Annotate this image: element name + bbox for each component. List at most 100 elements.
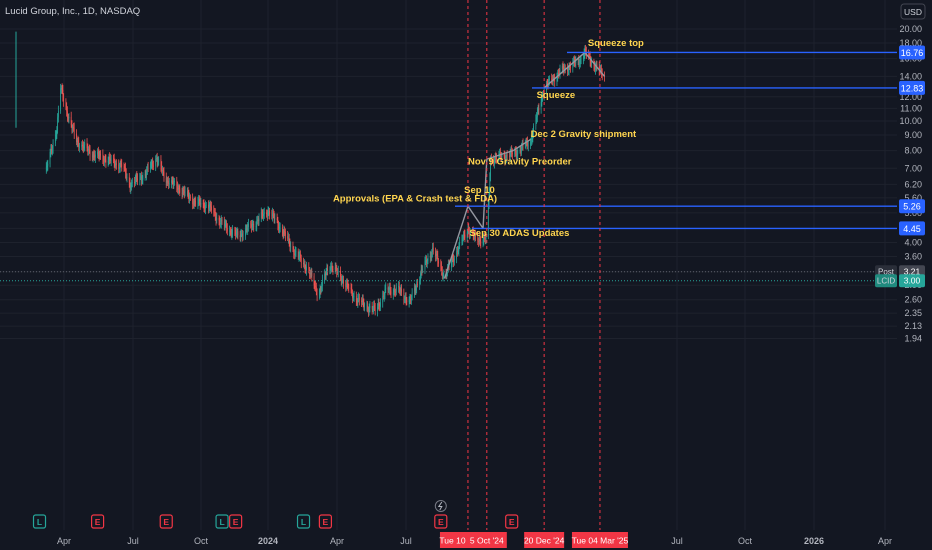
candle-body	[214, 211, 216, 218]
flash-event-icon[interactable]	[434, 500, 447, 512]
candle-body	[223, 221, 225, 226]
candle-body	[387, 287, 389, 290]
candle-body	[255, 226, 257, 228]
candle-body	[279, 227, 280, 229]
candle-body	[389, 287, 391, 291]
level-price-label-bg	[899, 45, 925, 60]
candle-body	[189, 197, 190, 199]
candle-body	[590, 61, 592, 64]
candle-body	[579, 59, 581, 64]
trend-line[interactable]	[512, 138, 531, 152]
candle-body	[385, 287, 387, 290]
trend-line[interactable]	[443, 205, 469, 279]
candle-body	[472, 231, 474, 236]
candle-body	[527, 141, 528, 146]
candle-body	[309, 273, 311, 275]
candle-body	[315, 286, 317, 292]
candle-body	[278, 224, 279, 229]
candle-body	[579, 63, 580, 65]
candle-body	[474, 234, 476, 237]
earnings-badge[interactable]	[318, 514, 332, 529]
candle-body	[499, 152, 500, 155]
candle-body	[167, 180, 169, 182]
candle-body	[422, 268, 424, 271]
candle-body	[130, 187, 132, 189]
dividend-badge[interactable]	[296, 514, 311, 529]
annotations: Squeeze top Squeeze Dec 2 Gravity shipment…	[333, 38, 644, 239]
earnings-badge[interactable]	[159, 514, 173, 529]
candle-body	[284, 230, 286, 232]
candle-body	[332, 269, 334, 271]
candle-body	[346, 283, 348, 285]
marker-date-tag-bg	[524, 532, 565, 548]
candle-body	[440, 263, 442, 267]
candle-body	[57, 117, 58, 130]
candle-body	[463, 234, 465, 236]
earnings-badge[interactable]	[229, 514, 243, 529]
candle-body	[55, 135, 56, 143]
time-tick-label: Apr	[57, 536, 71, 546]
candle-body	[527, 145, 529, 147]
candle-body	[103, 160, 104, 162]
candle-body	[129, 182, 131, 189]
candle-body	[314, 285, 316, 287]
marker-date-tag: 5 Oct '24	[470, 536, 504, 546]
trend-line[interactable]	[467, 205, 484, 229]
dividend-badge[interactable]	[32, 514, 47, 529]
candle-body	[46, 165, 48, 167]
candle-body	[437, 255, 439, 262]
candle-body	[473, 235, 475, 237]
trend-line[interactable]	[584, 52, 606, 77]
candle-body	[430, 255, 432, 258]
currency-button[interactable]	[900, 3, 926, 20]
candle-body	[362, 299, 363, 302]
candle-body	[125, 167, 126, 174]
candle-body	[496, 158, 497, 159]
candle-body	[596, 64, 598, 67]
candle-body	[205, 204, 207, 206]
candle-body	[494, 160, 495, 164]
earnings-badge[interactable]	[90, 514, 105, 529]
candle-body	[316, 291, 318, 296]
earnings-badge[interactable]	[505, 514, 519, 529]
candle-body	[219, 220, 221, 225]
earnings-badge[interactable]	[434, 514, 448, 529]
candle-body	[348, 287, 350, 289]
candle-body	[113, 158, 115, 164]
candle-body	[556, 77, 558, 82]
candle-body	[425, 260, 427, 261]
candle-body	[324, 273, 325, 280]
dividend-badge[interactable]	[215, 514, 229, 529]
candle-body	[598, 66, 600, 71]
candle-body	[82, 144, 83, 147]
candle-body	[548, 80, 550, 85]
candle-body	[177, 186, 178, 190]
candle-body	[236, 233, 237, 235]
candle-body	[179, 188, 181, 193]
candle-body	[293, 249, 295, 254]
price-tick-label: 4.00	[904, 238, 922, 248]
candle-body	[165, 177, 167, 183]
candle-body	[171, 180, 172, 184]
candle-body	[573, 59, 574, 63]
trend-line[interactable]	[482, 159, 488, 229]
candle-body	[86, 143, 88, 149]
candle-body	[341, 280, 343, 282]
candle-body	[300, 257, 302, 263]
candle-body	[202, 202, 204, 204]
candle-body	[93, 154, 95, 156]
trend-line[interactable]	[486, 149, 514, 160]
candle-body	[320, 289, 322, 291]
candle-body	[221, 219, 223, 222]
candle-body	[411, 292, 413, 298]
trend-line[interactable]	[543, 51, 586, 89]
level-price-label-bg	[899, 199, 925, 214]
candle-body	[366, 305, 368, 307]
candle-body	[364, 306, 365, 308]
candle-body	[537, 111, 538, 118]
price-tick-label: 8.00	[904, 146, 922, 156]
price-tick-label: 6.20	[904, 179, 922, 189]
candle-body	[519, 150, 521, 152]
candle-body	[441, 266, 442, 271]
